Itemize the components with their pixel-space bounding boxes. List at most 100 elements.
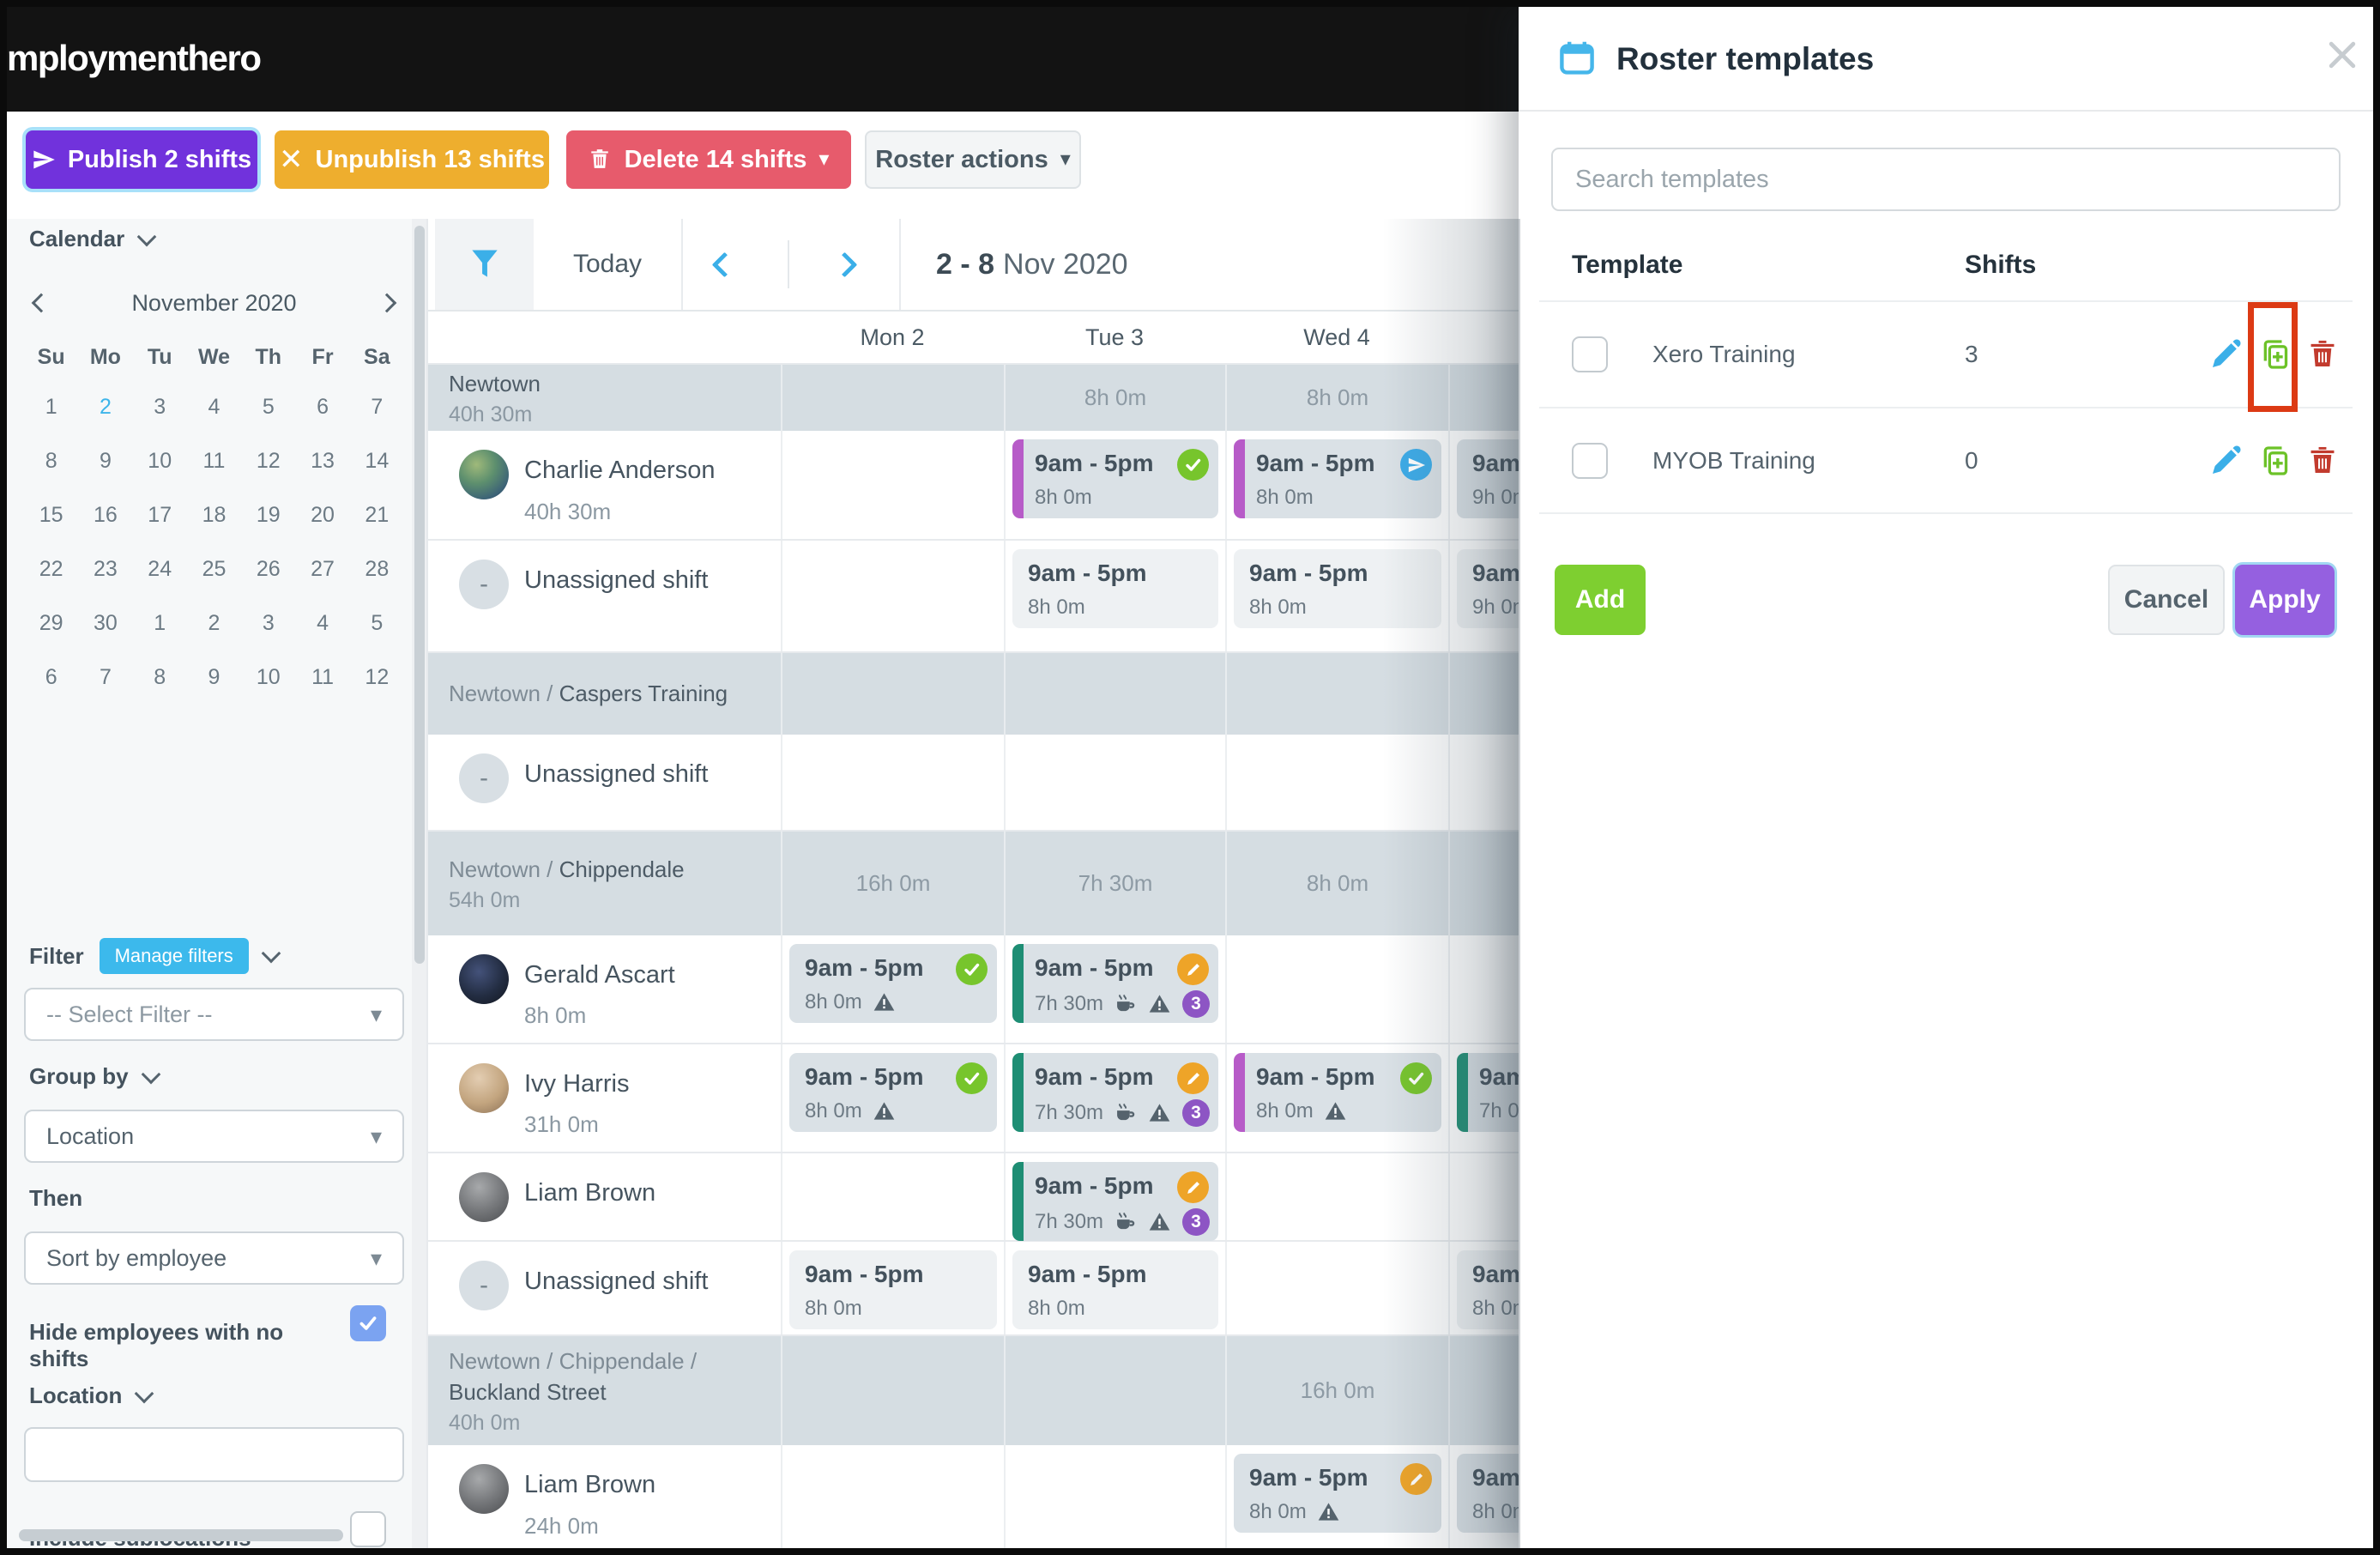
shift-card[interactable]: 9am - 5pm 8h 0m xyxy=(1234,1454,1441,1533)
shift-card[interactable]: 9am - 5pm 8h 0m xyxy=(1234,1053,1441,1132)
day-cell[interactable]: 9am 9h 0m xyxy=(1448,541,1520,651)
day-cell[interactable]: 9am 8h 0m xyxy=(1448,1242,1520,1334)
calendar-day[interactable]: 6 xyxy=(317,395,329,419)
delete-template-icon[interactable] xyxy=(2306,337,2341,372)
day-cell[interactable]: 9am - 5pm 7h 30m 3 xyxy=(1004,935,1225,1043)
edit-template-icon[interactable] xyxy=(2208,337,2243,372)
add-template-button[interactable]: Add xyxy=(1555,565,1646,635)
calendar-day[interactable]: 9 xyxy=(208,665,220,689)
calendar-day[interactable]: 10 xyxy=(256,665,281,689)
next-week-button[interactable] xyxy=(827,247,861,281)
day-cell[interactable] xyxy=(1004,1445,1225,1548)
calendar-day[interactable]: 12 xyxy=(365,665,390,689)
day-cell[interactable]: 9am - 5pm 8h 0m xyxy=(781,1242,1004,1334)
calendar-day[interactable]: 17 xyxy=(148,503,172,527)
calendar-day[interactable]: 15 xyxy=(39,503,63,527)
calendar-day[interactable]: 6 xyxy=(45,665,57,689)
calendar-day[interactable]: 18 xyxy=(202,503,227,527)
day-cell[interactable] xyxy=(1225,1242,1448,1334)
calendar-day[interactable]: 5 xyxy=(262,395,275,419)
day-cell[interactable]: 9am - 5pm 8h 0m xyxy=(1225,1044,1448,1152)
hide-employees-checkbox[interactable] xyxy=(350,1305,386,1341)
calendar-day[interactable]: 7 xyxy=(371,395,384,419)
calendar-next-button[interactable] xyxy=(370,286,404,320)
delete-shifts-button[interactable]: Delete 14 shifts ▾ xyxy=(566,130,851,189)
day-cell[interactable] xyxy=(781,431,1004,539)
calendar-day[interactable]: 1 xyxy=(154,611,166,635)
calendar-day[interactable]: 26 xyxy=(256,557,281,581)
calendar-day[interactable]: 2 xyxy=(208,611,220,635)
day-cell[interactable]: 9am - 5pm 8h 0m xyxy=(1004,431,1225,539)
calendar-day[interactable]: 20 xyxy=(311,503,335,527)
calendar-day[interactable]: 5 xyxy=(371,611,384,635)
shift-card[interactable]: 9am - 5pm 8h 0m xyxy=(1234,439,1441,518)
calendar-day[interactable]: 4 xyxy=(208,395,220,419)
day-cell[interactable]: 9am - 5pm 8h 0m xyxy=(781,935,1004,1043)
calendar-prev-button[interactable] xyxy=(24,286,58,320)
shift-card[interactable]: 9am - 5pm 8h 0m xyxy=(1012,1250,1218,1329)
calendar-day[interactable]: 22 xyxy=(39,557,63,581)
template-checkbox[interactable] xyxy=(1572,442,1608,479)
calendar-day[interactable]: 4 xyxy=(317,611,329,635)
chevron-down-icon[interactable] xyxy=(261,943,281,964)
group-by-header[interactable]: Group by xyxy=(29,1063,160,1090)
shift-card[interactable]: 9am - 5pm 8h 0m xyxy=(1012,549,1218,628)
publish-shifts-button[interactable]: Publish 2 shifts xyxy=(26,130,257,189)
calendar-day[interactable]: 21 xyxy=(365,503,390,527)
day-cell[interactable] xyxy=(1448,1153,1520,1240)
sidebar-hscrollbar-thumb[interactable] xyxy=(19,1529,343,1541)
location-input[interactable] xyxy=(24,1427,404,1482)
shift-card[interactable]: 9am - 5pm 8h 0m xyxy=(789,1250,997,1329)
copy-template-icon[interactable] xyxy=(2258,337,2292,372)
calendar-day[interactable]: 23 xyxy=(94,557,118,581)
calendar-day[interactable]: 14 xyxy=(365,449,390,473)
calendar-section-header[interactable]: Calendar xyxy=(29,226,157,252)
then-select[interactable]: Sort by employee ▾ xyxy=(24,1231,404,1285)
group-by-select[interactable]: Location ▾ xyxy=(24,1110,404,1163)
day-cell[interactable]: 9am 8h 0m xyxy=(1448,1445,1520,1548)
day-cell[interactable] xyxy=(781,1153,1004,1240)
manage-filters-button[interactable]: Manage filters xyxy=(99,938,249,974)
shift-card[interactable]: 9am 9h 0m xyxy=(1457,439,1520,518)
unpublish-shifts-button[interactable]: ✕ Unpublish 13 shifts xyxy=(275,130,549,189)
calendar-day[interactable]: 1 xyxy=(45,395,57,419)
include-sublocations-checkbox[interactable] xyxy=(350,1511,386,1547)
day-cell[interactable]: 9am 7h 0m xyxy=(1448,1044,1520,1152)
template-checkbox[interactable] xyxy=(1572,336,1608,372)
roster-actions-button[interactable]: Roster actions ▾ xyxy=(865,130,1081,189)
shift-card[interactable]: 9am 7h 0m xyxy=(1457,1053,1520,1132)
calendar-day[interactable]: 25 xyxy=(202,557,227,581)
calendar-day[interactable]: 27 xyxy=(311,557,335,581)
filter-select[interactable]: -- Select Filter -- ▾ xyxy=(24,988,404,1041)
day-cell[interactable]: 9am - 5pm 7h 30m 3 xyxy=(1004,1044,1225,1152)
calendar-day[interactable]: 10 xyxy=(148,449,172,473)
shift-card[interactable]: 9am 9h 0m xyxy=(1457,549,1520,628)
day-cell[interactable] xyxy=(1225,935,1448,1043)
calendar-day[interactable]: 13 xyxy=(311,449,335,473)
calendar-day[interactable]: 8 xyxy=(154,665,166,689)
shift-card[interactable]: 9am 8h 0m xyxy=(1457,1250,1520,1329)
calendar-day[interactable]: 8 xyxy=(45,449,57,473)
day-cell[interactable] xyxy=(1448,735,1520,830)
day-cell[interactable] xyxy=(1004,735,1225,830)
shift-card[interactable]: 9am - 5pm 7h 30m 3 xyxy=(1012,944,1218,1023)
calendar-day[interactable]: 28 xyxy=(365,557,390,581)
day-cell[interactable] xyxy=(1225,735,1448,830)
shift-card[interactable]: 9am - 5pm 7h 30m 3 xyxy=(1012,1053,1218,1132)
calendar-day[interactable]: 11 xyxy=(202,449,226,473)
day-cell[interactable]: 9am - 5pm 8h 0m xyxy=(1225,541,1448,651)
day-cell[interactable]: 9am - 5pm 8h 0m xyxy=(1225,1445,1448,1548)
day-cell[interactable] xyxy=(781,1445,1004,1548)
search-templates-input[interactable] xyxy=(1551,148,2341,211)
shift-card[interactable]: 9am - 5pm 8h 0m xyxy=(1012,439,1218,518)
day-cell[interactable]: 9am - 5pm 8h 0m xyxy=(781,1044,1004,1152)
calendar-day[interactable]: 30 xyxy=(94,611,118,635)
sidebar-scrollbar-thumb[interactable] xyxy=(414,226,425,964)
shift-card[interactable]: 9am - 5pm 8h 0m xyxy=(789,1053,997,1132)
calendar-day[interactable]: 9 xyxy=(99,449,112,473)
day-cell[interactable]: 9am - 5pm 7h 30m 3 xyxy=(1004,1153,1225,1241)
location-header[interactable]: Location xyxy=(29,1383,154,1409)
day-cell[interactable]: 9am - 5pm 8h 0m xyxy=(1004,541,1225,651)
cancel-button[interactable]: Cancel xyxy=(2108,565,2225,635)
today-button[interactable]: Today xyxy=(534,219,683,310)
